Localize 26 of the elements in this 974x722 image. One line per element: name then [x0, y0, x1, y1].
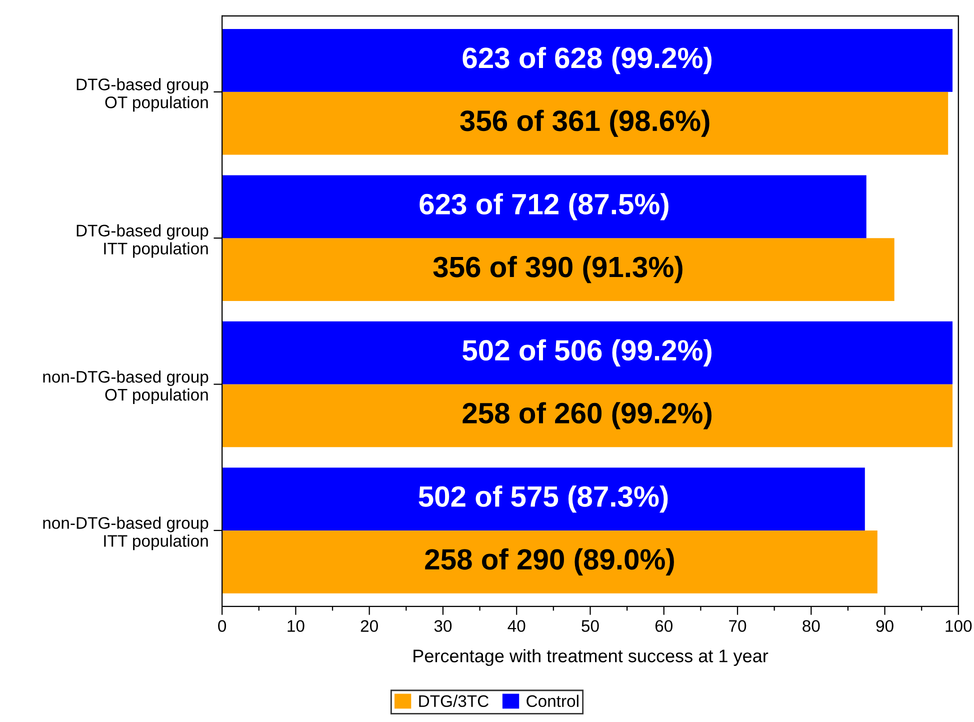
- x-axis-title: Percentage with treatment success at 1 year: [414, 649, 768, 666]
- data-label: 258 of 290 (89.0%): [425, 548, 674, 576]
- legend-label: Control: [526, 694, 578, 708]
- x-tick-label: 10: [288, 620, 304, 632]
- legend-label: DTG/3TC: [419, 694, 488, 708]
- x-tick-label: 50: [582, 620, 599, 632]
- y-tick-label: DTG-based group OT population: [76, 78, 208, 112]
- data-label: 356 of 361 (98.6%): [460, 110, 710, 137]
- x-tick-label: 90: [876, 620, 894, 632]
- x-tick-label: 70: [729, 620, 746, 632]
- y-tick-label: non-DTG-based group OT population: [43, 370, 208, 404]
- data-label: 623 of 628 (99.2%): [462, 46, 712, 74]
- data-label: 356 of 390 (91.3%): [433, 256, 682, 284]
- data-label: 502 of 575 (87.3%): [418, 485, 668, 513]
- y-tick-label: non-DTG-based group ITT population: [43, 516, 208, 550]
- x-tick-label: 40: [508, 620, 526, 632]
- x-tick-label: 0: [218, 620, 226, 632]
- y-tick-label: DTG-based group ITT population: [76, 224, 208, 258]
- data-label: 258 of 260 (99.2%): [462, 402, 712, 430]
- x-tick-label: 20: [360, 620, 378, 632]
- data-label: 623 of 712 (87.5%): [420, 193, 668, 220]
- x-tick-label: 30: [434, 620, 452, 632]
- x-tick-label: 100: [946, 620, 972, 632]
- x-tick-label: 60: [655, 620, 672, 632]
- x-tick-label: 80: [802, 620, 820, 632]
- data-label: 502 of 506 (99.2%): [462, 339, 712, 366]
